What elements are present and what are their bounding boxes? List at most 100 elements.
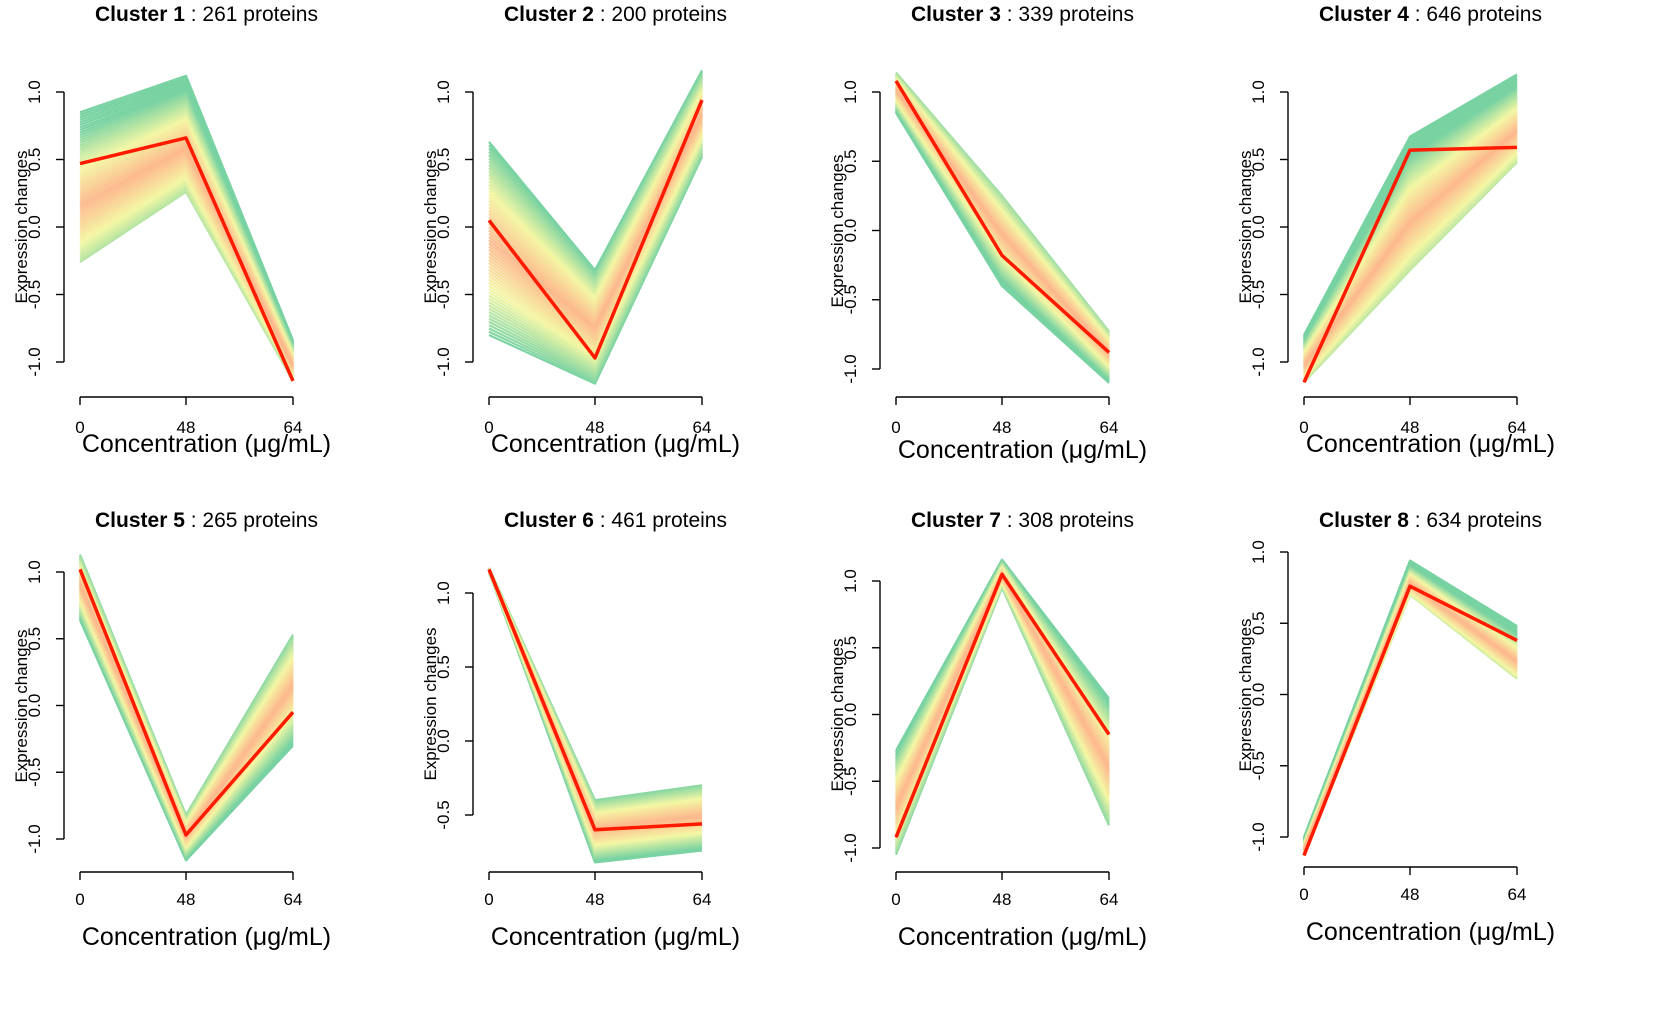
panel-title: Cluster 5 : 265 proteins — [0, 509, 413, 533]
profile-line — [1302, 560, 1518, 838]
x-tick-label: 64 — [284, 418, 303, 437]
y-tick-label: 0.0 — [841, 703, 860, 727]
cluster-name: Cluster 8 — [1319, 509, 1409, 532]
y-tick-label: 0.5 — [841, 636, 860, 660]
centroid-line — [894, 79, 1111, 354]
plot-area: -1.0 -0.5 0.0 0.5 1.0 0 48 64 — [841, 558, 1119, 909]
x-tick-label: 48 — [177, 890, 196, 909]
profile-line — [1302, 562, 1518, 840]
x-tick-label: 48 — [586, 890, 605, 909]
y-tick-label: 0.5 — [25, 627, 44, 651]
y-tick-label: 0.0 — [1249, 683, 1268, 707]
protein-count: : 265 proteins — [184, 509, 318, 532]
y-tick-label: -0.5 — [1249, 280, 1268, 309]
profile-line — [487, 568, 703, 818]
profile-line — [487, 569, 703, 828]
plot-area: -1.0 -0.5 0.0 0.5 1.0 0 48 64 — [434, 69, 712, 437]
y-tick-label: -1.0 — [25, 347, 44, 376]
panel-title: Cluster 4 : 646 proteins — [1224, 3, 1637, 27]
profile-line — [1302, 561, 1518, 839]
x-tick-label: 0 — [75, 890, 84, 909]
y-tick-label: 0.0 — [25, 694, 44, 718]
profile-line — [487, 567, 703, 807]
x-tick-label: 64 — [1508, 418, 1527, 437]
centroid-line — [894, 572, 1111, 838]
y-axis-label: Expression changes — [421, 627, 440, 781]
panel-title: Cluster 6 : 461 proteins — [409, 509, 822, 533]
y-tick-label: -1.0 — [1249, 347, 1268, 376]
x-tick-label: 64 — [284, 890, 303, 909]
x-tick-label: 64 — [693, 890, 712, 909]
y-tick-label: 0.0 — [434, 215, 453, 239]
cluster-panel: Cluster 7 : 308 proteins -1.0 -0.5 0.0 0.5 1… — [816, 505, 1229, 1010]
y-axis-label: Expression changes — [828, 637, 847, 792]
centroid-line — [1302, 584, 1518, 857]
y-tick-label: 0.0 — [25, 215, 44, 239]
x-tick-label: 0 — [484, 418, 493, 437]
protein-count: : 308 proteins — [1000, 509, 1134, 532]
y-tick-label: 0.0 — [434, 729, 453, 753]
profile-line — [487, 568, 703, 820]
profile-line — [1302, 559, 1518, 838]
x-tick-label: 0 — [891, 890, 900, 909]
y-tick-label: 0.5 — [434, 655, 453, 679]
x-tick-label: 48 — [993, 890, 1012, 909]
y-axis-label: Expression changes — [12, 150, 31, 304]
y-tick-label: 1.0 — [434, 80, 453, 104]
y-tick-label: -0.5 — [841, 285, 860, 314]
y-axis-label: Expression changes — [12, 628, 31, 783]
cluster-panel: Cluster 2 : 200 proteins -1.0 -0.5 0.0 0.5 1… — [409, 0, 822, 505]
cluster-panel: Cluster 5 : 265 proteins -1.0 -0.5 0.0 0.5 1… — [0, 505, 413, 1010]
x-tick-label: 0 — [891, 418, 900, 437]
centroid-line — [487, 568, 703, 832]
profile-line — [487, 567, 703, 809]
y-tick-label: -0.5 — [25, 280, 44, 309]
cluster-name: Cluster 5 — [95, 509, 185, 532]
x-axis-label: Concentration (μg/mL) — [81, 430, 332, 458]
panel-title: Cluster 8 : 634 proteins — [1224, 509, 1637, 533]
cluster-panel: Cluster 6 : 461 proteins -0.5 0.0 0.5 1.0 0 4… — [409, 505, 822, 1010]
profile-line — [1302, 562, 1518, 839]
y-tick-label: 0.5 — [434, 148, 453, 172]
profile-line — [487, 567, 703, 802]
cluster-name: Cluster 2 — [504, 3, 594, 26]
y-tick-label: 1.0 — [841, 80, 860, 104]
profile-line — [487, 568, 703, 816]
profile-line — [487, 568, 703, 813]
profile-line — [487, 568, 703, 822]
x-axis-label: Concentration (μg/mL) — [897, 923, 1148, 951]
plot-area: -0.5 0.0 0.5 1.0 0 48 64 — [434, 567, 712, 909]
y-tick-label: 0.5 — [25, 148, 44, 172]
protein-count: : 461 proteins — [593, 509, 727, 532]
x-tick-label: 64 — [1100, 890, 1119, 909]
profile-line — [487, 568, 703, 812]
cluster-name: Cluster 6 — [504, 509, 594, 532]
profile-line — [487, 568, 703, 815]
x-tick-label: 48 — [177, 418, 196, 437]
x-tick-label: 0 — [1299, 418, 1308, 437]
y-tick-label: -0.5 — [1249, 751, 1268, 780]
protein-count: : 634 proteins — [1408, 509, 1542, 532]
y-tick-label: -0.5 — [841, 767, 860, 796]
profile-line — [487, 567, 703, 806]
centroid-line — [78, 568, 295, 837]
plot-area: -1.0 -0.5 0.0 0.5 1.0 0 48 64 — [25, 554, 303, 909]
y-tick-label: -1.0 — [25, 824, 44, 853]
y-axis-label: Expression changes — [421, 150, 440, 304]
y-tick-label: -1.0 — [1249, 822, 1268, 851]
profile-line — [487, 567, 703, 803]
cluster-panel: Cluster 3 : 339 proteins -1.0 -0.5 0.0 0.5 1… — [816, 0, 1229, 505]
y-axis-label: Expression changes — [828, 153, 847, 308]
x-tick-label: 64 — [693, 418, 712, 437]
protein-count: : 646 proteins — [1408, 3, 1542, 26]
panel-title: Cluster 7 : 308 proteins — [816, 509, 1229, 533]
y-tick-label: 1.0 — [434, 581, 453, 605]
profile-line — [487, 568, 703, 814]
y-tick-label: -0.5 — [434, 280, 453, 309]
y-tick-label: 1.0 — [1249, 540, 1268, 564]
profile-line — [487, 569, 703, 825]
y-tick-label: 0.5 — [841, 149, 860, 173]
y-tick-label: 1.0 — [1249, 80, 1268, 104]
cluster-panel: Cluster 1 : 261 proteins -1.0 -0.5 0.0 0.5 1… — [0, 0, 413, 505]
